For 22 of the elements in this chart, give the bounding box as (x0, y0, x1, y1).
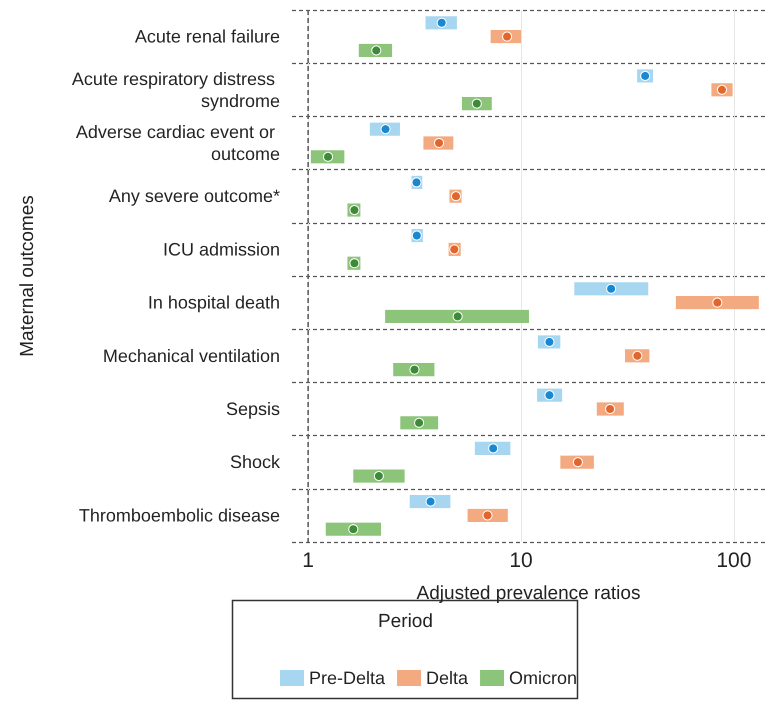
bar (385, 310, 529, 323)
legend-title: Period (378, 611, 433, 632)
y-axis-title: Maternal outcomes (17, 195, 38, 357)
y-tick-label: Thromboembolic disease (78, 505, 280, 526)
x-tick-label: 10 (509, 549, 533, 572)
y-tick-label: ICU admission (162, 239, 280, 260)
bar (574, 282, 648, 296)
legend-label: Omicron (509, 668, 578, 688)
bar (676, 296, 759, 310)
y-tick-label: Sepsis (226, 399, 280, 419)
y-tick-label: In hospital death (148, 292, 280, 313)
y-tick-label: Mechanical ventilation (102, 346, 280, 366)
y-tick-label: Any severe outcome* (108, 186, 280, 206)
y-tick-label: Acute respiratory distress syndrome (72, 68, 280, 111)
legend-label: Pre-Delta (309, 668, 386, 688)
y-tick-label: Acute renal failure (134, 26, 280, 47)
y-tick-label: Adverse cardiac event or outcome (76, 122, 280, 164)
x-axis-title: Adjusted prevalence ratios (416, 583, 640, 604)
x-tick-label: 100 (716, 549, 752, 572)
x-tick-label: 1 (302, 549, 314, 572)
legend-label: Delta (426, 668, 470, 688)
y-tick-label: Shock (230, 452, 281, 472)
